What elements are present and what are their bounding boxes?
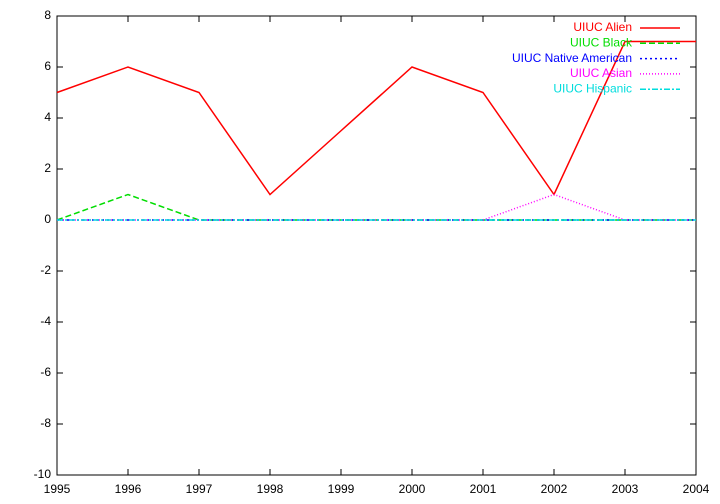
series-line [56, 193, 696, 221]
x-tick-label: 1998 [257, 482, 284, 496]
y-tick-label: 6 [44, 59, 51, 73]
series-line [57, 193, 696, 221]
x-tick-label: 1997 [186, 482, 213, 496]
plot-frame [56, 15, 697, 476]
y-tick-label: 8 [44, 8, 51, 22]
x-tick-label: 2004 [683, 482, 710, 496]
x-tick-label: 2000 [399, 482, 426, 496]
x-tick-label: 2002 [541, 482, 568, 496]
y-tick-label: 4 [44, 110, 51, 124]
legend-label: UIUC Asian [570, 66, 632, 80]
series-line [56, 40, 696, 197]
legend-label: UIUC Black [570, 35, 633, 49]
y-tick-label: -4 [40, 314, 51, 328]
y-tick-label: -6 [40, 365, 51, 379]
x-tick-label: 1996 [115, 482, 142, 496]
legend-label: UIUC Alien [573, 20, 632, 34]
legend-label: UIUC Hispanic [553, 81, 632, 95]
y-tick-label: -8 [40, 416, 51, 430]
legend-label: UIUC Native American [512, 51, 632, 65]
y-tick-label: 2 [44, 161, 51, 175]
x-tick-label: 2001 [470, 482, 497, 496]
y-tick-label: -2 [40, 263, 51, 277]
x-tick-label: 1995 [44, 482, 71, 496]
x-tick-label: 1999 [328, 482, 355, 496]
x-tick-label: 2003 [612, 482, 639, 496]
y-tick-label: 0 [44, 212, 51, 226]
y-tick-label: -10 [34, 467, 52, 481]
